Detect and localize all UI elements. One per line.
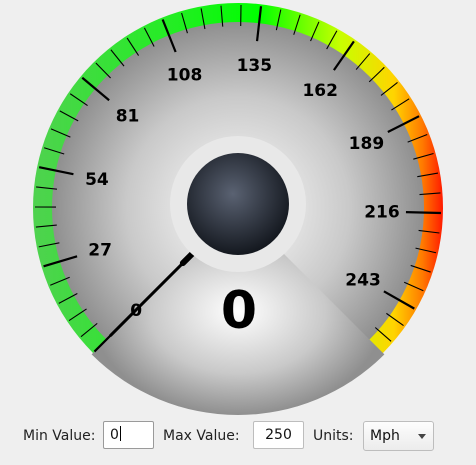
gauge-major-tick	[38, 166, 74, 176]
gauge-minor-tick	[415, 247, 437, 254]
max-value-input[interactable]: 250	[253, 421, 304, 449]
gauge-major-tick	[383, 290, 415, 310]
gauge-tick-label: 54	[85, 170, 109, 190]
gauge-minor-tick	[110, 49, 125, 67]
gauge-minor-tick	[43, 147, 65, 155]
max-value-text: 250	[265, 427, 292, 443]
gauge-minor-tick	[220, 5, 224, 27]
gauge-minor-tick	[417, 172, 439, 178]
gauge-bottom-cutout	[91, 208, 385, 415]
units-select[interactable]: Mph	[363, 421, 434, 451]
gauge-tick-labels: 0275481108135162189216243	[85, 56, 400, 321]
gauge-minor-tick	[326, 30, 338, 50]
gauge-minor-tick	[391, 98, 410, 111]
gauge-minor-tick	[35, 224, 57, 228]
min-value-label: Min Value:	[23, 428, 96, 444]
gauge-major-tick	[161, 19, 177, 53]
gauge-major-tick	[255, 6, 263, 42]
gauge-minor-tick	[310, 21, 320, 42]
gauge-tick-label: 108	[167, 65, 203, 85]
gauge-minor-tick	[50, 128, 71, 138]
gauge-tick-label: 162	[302, 81, 338, 101]
units-selected-value: Mph	[370, 428, 400, 444]
min-value-text: 0	[110, 427, 119, 443]
gauge-minor-tick	[58, 293, 78, 304]
gauge-tick-label: 216	[364, 203, 400, 223]
gauge-minor-tick	[413, 152, 434, 160]
controls-bar: Min Value: 0 Max Value: 250 Units: Mph	[0, 419, 476, 455]
gauge-value-readout: 0	[221, 281, 257, 341]
gauge-major-tick	[333, 40, 355, 71]
gauge-minor-tick	[374, 327, 392, 342]
gauge-minor-tick	[380, 82, 398, 96]
gauge-minor-tick	[181, 12, 188, 34]
gauge-tick-label: 27	[88, 240, 112, 260]
gauge-hub	[187, 153, 289, 255]
gauge-minor-tick	[80, 322, 98, 338]
gauge-minor-tick	[36, 186, 58, 190]
gauge-tick-label: 81	[116, 107, 140, 127]
gauge-minor-tick	[275, 9, 282, 31]
chevron-down-icon	[418, 434, 426, 439]
speedometer-gauge: 0275481108135162189216243 0	[33, 3, 443, 415]
gauge-minor-tick	[355, 53, 371, 70]
gauge-minor-tick	[143, 27, 155, 47]
gauge-minor-tick	[126, 37, 140, 56]
gauge-minor-tick	[419, 192, 441, 196]
max-value-label: Max Value:	[163, 428, 240, 444]
gauge-minor-tick	[38, 242, 60, 248]
gauge-tick-label: 189	[349, 134, 385, 154]
gauge-minor-tick	[95, 62, 111, 79]
gauge-minor-tick	[418, 229, 440, 234]
gauge-minor-tick	[386, 312, 404, 326]
min-value-input[interactable]: 0	[103, 421, 154, 449]
gauge-minor-tick	[200, 8, 206, 30]
gauge-minor-tick	[69, 93, 88, 107]
gauge-major-tick	[81, 76, 110, 102]
gauge-svg: 0275481108135162189216243 0	[33, 3, 443, 415]
gauge-minor-tick	[59, 110, 79, 122]
gauge-minor-tick	[368, 66, 385, 83]
gauge-minor-tick	[293, 14, 301, 35]
units-label: Units:	[313, 428, 354, 444]
gauge-major-tick	[387, 115, 420, 134]
gauge-minor-tick	[410, 264, 431, 273]
gauge-minor-tick	[50, 276, 70, 286]
gauge-major-tick	[405, 211, 441, 215]
text-caret	[119, 426, 121, 441]
gauge-major-tick	[43, 255, 78, 268]
gauge-tick-label: 135	[237, 56, 273, 76]
gauge-minor-tick	[68, 308, 87, 322]
gauge-tick-label: 243	[345, 270, 381, 290]
gauge-minor-tick	[407, 133, 428, 143]
gauge-minor-tick	[403, 281, 424, 292]
